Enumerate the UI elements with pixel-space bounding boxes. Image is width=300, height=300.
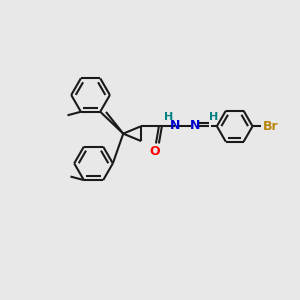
Text: Br: Br — [263, 120, 279, 133]
Text: N: N — [170, 119, 181, 132]
Text: N: N — [189, 119, 200, 132]
Text: H: H — [164, 112, 173, 122]
Text: O: O — [149, 145, 160, 158]
Text: H: H — [209, 112, 218, 122]
